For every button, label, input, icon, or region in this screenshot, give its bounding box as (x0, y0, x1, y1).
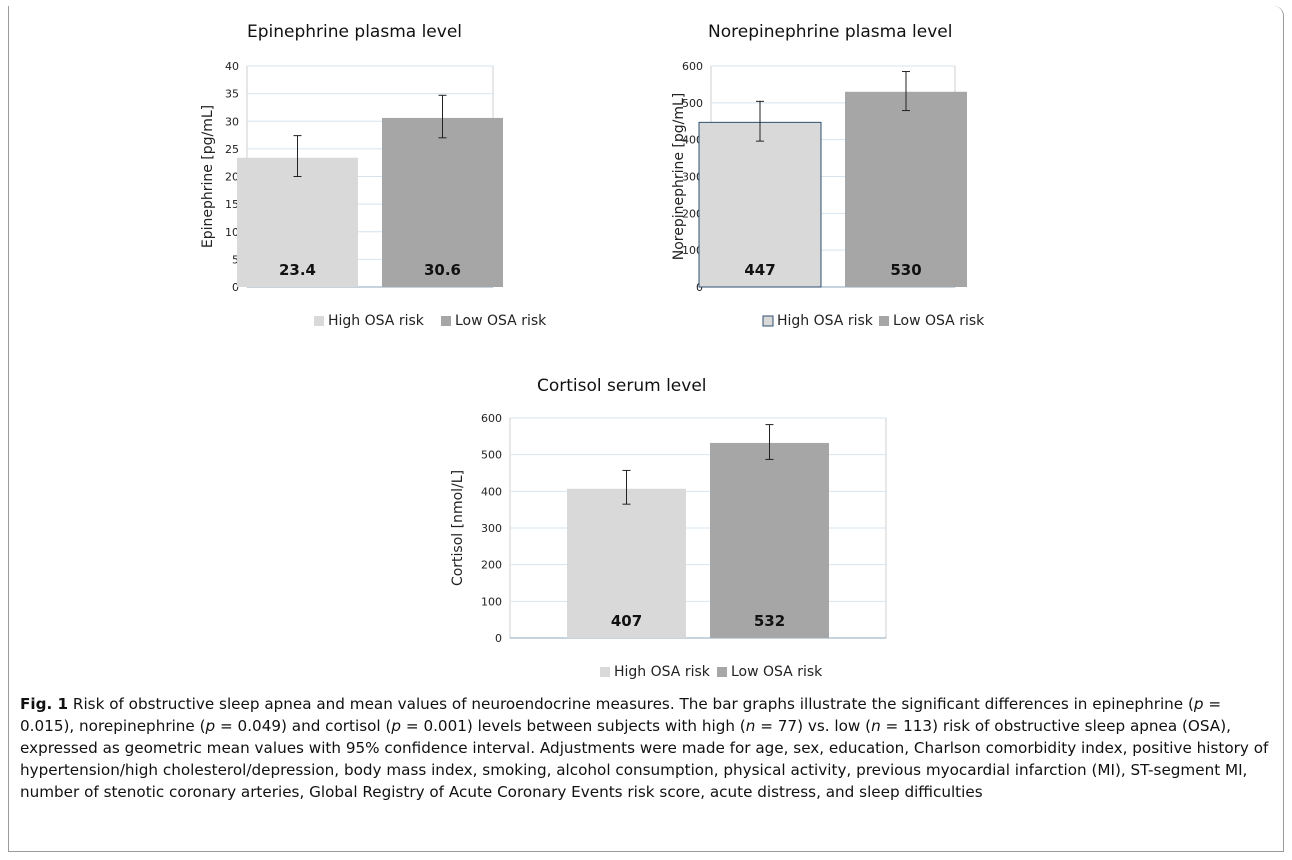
caption-p1-val: = 0.015), norepinephrine ( (20, 695, 1222, 735)
norepi-y-tick-label: 100 (682, 244, 703, 257)
epi-bar-low-osa-risk (382, 117, 503, 287)
cortisol-y-tick-label: 400 (481, 485, 502, 498)
caption-text-1: Risk of obstructive sleep apnea and mean… (68, 695, 1194, 713)
cortisol-data-label: 407 (611, 612, 642, 630)
cortisol-y-axis-label: Cortisol [nmol/L] (450, 470, 466, 586)
cortisol-y-tick-label: 100 (481, 595, 502, 608)
cortisol-y-tick-label: 200 (481, 559, 502, 572)
epi-data-label: 23.4 (279, 261, 316, 279)
norepi-y-tick-label: 500 (682, 97, 703, 110)
epi-y-axis-label: Epinephrine [pg/mL] (200, 105, 216, 248)
caption-label: Fig. 1 (20, 695, 69, 713)
epi-y-tick-label: 5 (232, 253, 239, 266)
chart-title-cortisol: Cortisol serum level (537, 376, 707, 396)
norepi-legend-label: Low OSA risk (893, 313, 985, 329)
cortisol-data-label: 532 (754, 612, 785, 630)
cortisol-legend-label: High OSA risk (614, 664, 711, 680)
figure-caption: Fig. 1 Risk of obstructive sleep apnea a… (20, 693, 1270, 803)
norepi-y-tick-label: 600 (682, 60, 703, 73)
epi-y-tick-label: 20 (225, 171, 239, 184)
cortisol-y-tick-label: 500 (481, 449, 502, 462)
caption-n1-var: n (745, 717, 756, 735)
epi-y-tick-label: 35 (225, 88, 239, 101)
cortisol-legend-swatch (600, 667, 610, 677)
caption-p1-var: p (1193, 695, 1204, 713)
epi-y-tick-label: 25 (225, 143, 239, 156)
caption-n2-val: = 113) risk of obstructive sleep apnea (… (20, 717, 1269, 801)
norepi-y-tick-label: 400 (682, 134, 703, 147)
chart-title-epinephrine: Epinephrine plasma level (247, 22, 462, 42)
cortisol-bar-high-osa-risk (567, 488, 686, 638)
cortisol-bar-low-osa-risk (710, 442, 829, 638)
norepi-y-tick-label: 200 (682, 207, 703, 220)
caption-p2-var: p (205, 717, 216, 735)
norepi-bar-low-osa-risk (845, 91, 967, 288)
cortisol-y-tick-label: 600 (481, 412, 502, 425)
cortisol-y-tick-label: 0 (495, 632, 502, 645)
epi-legend-label: Low OSA risk (455, 313, 547, 329)
cortisol-y-tick-label: 300 (481, 522, 502, 535)
norepi-bar-high-osa-risk (698, 121, 822, 288)
norepi-legend-swatch (762, 315, 774, 327)
epi-legend-swatch (314, 316, 324, 326)
epi-bar-high-osa-risk (237, 157, 358, 287)
epi-data-label: 30.6 (424, 261, 461, 279)
caption-p3-var: p (391, 717, 402, 735)
epi-y-tick-label: 0 (232, 281, 239, 294)
cortisol-legend-swatch (717, 667, 727, 677)
chart-title-norepinephrine: Norepinephrine plasma level (708, 22, 953, 42)
norepi-legend-swatch (879, 316, 889, 326)
caption-p2-val: = 0.049) and cortisol ( (215, 717, 392, 735)
norepi-y-axis-label: Norepinephrine [pg/mL] (671, 93, 687, 261)
epi-y-tick-label: 10 (225, 226, 239, 239)
caption-n2-var: n (871, 717, 881, 735)
norepi-legend-label: High OSA risk (777, 313, 874, 329)
epi-legend-swatch (441, 316, 451, 326)
cortisol-legend-label: Low OSA risk (731, 664, 823, 680)
norepi-y-tick-label: 300 (682, 171, 703, 184)
norepi-data-label: 530 (890, 261, 921, 279)
epi-y-tick-label: 30 (225, 115, 239, 128)
caption-n1-val: = 77) vs. low ( (755, 717, 872, 735)
norepi-data-label: 447 (744, 261, 775, 279)
epi-y-tick-label: 15 (225, 198, 239, 211)
epi-y-tick-label: 40 (225, 60, 239, 73)
caption-p3-val: = 0.001) levels between subjects with hi… (401, 717, 746, 735)
epi-legend-label: High OSA risk (328, 313, 425, 329)
figure-frame (8, 6, 1284, 852)
